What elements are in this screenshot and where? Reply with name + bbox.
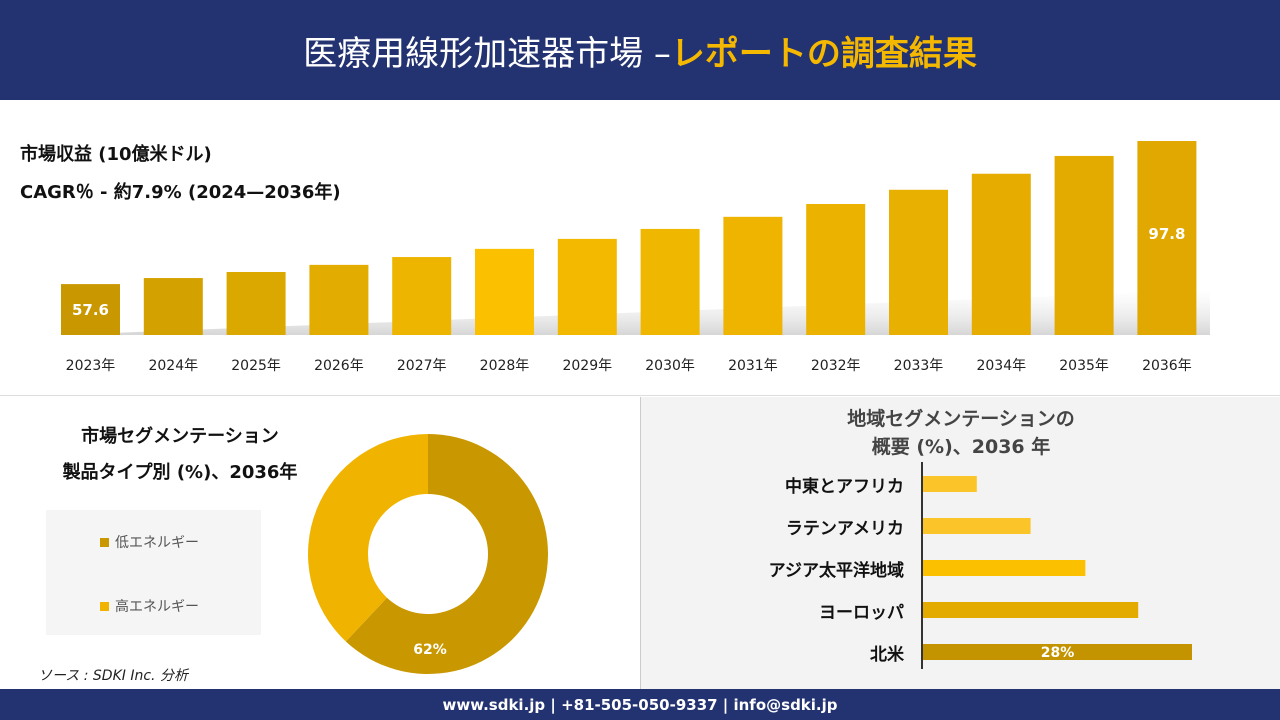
header-banner: 医療用線形加速器市場 – レポートの調査結果 [0, 0, 1280, 100]
region-data-label: 28% [1041, 645, 1075, 661]
donut-legend [46, 510, 261, 635]
year-tick-label: 2027年 [397, 358, 447, 374]
year-tick-label: 2029年 [562, 358, 612, 374]
region-subtitle: 概要 (%)、2036 年 [871, 436, 1051, 458]
revenue-bar [557, 238, 617, 335]
year-tick-label: 2036年 [1142, 358, 1192, 374]
product-segmentation-section: 市場セグメンテーション 製品タイプ別 (%)、2036年 低エネルギー 高エネル… [0, 397, 640, 689]
legend-label: 高エネルギー [115, 599, 199, 615]
year-tick-label: 2034年 [976, 358, 1026, 374]
donut-title: 市場セグメンテーション [81, 426, 279, 447]
region-label: ヨーロッパ [819, 603, 904, 623]
year-tick-label: 2024年 [148, 358, 198, 374]
region-bar [923, 560, 1086, 576]
legend-swatch [100, 537, 109, 547]
legend-item-high-energy: 高エネルギー [100, 596, 199, 616]
donut-subtitle: 製品タイプ別 (%)、2036年 [62, 462, 298, 483]
region-label: 北米 [870, 645, 904, 665]
title-main: 医療用線形加速器市場 – [303, 33, 671, 74]
regional-segmentation-section: 地域セグメンテーションの 概要 (%)、2036 年 28% 中東とアフリカ ラテ… [640, 397, 1280, 689]
year-tick-label: 2035年 [1059, 358, 1109, 374]
year-tick-label: 2033年 [894, 358, 944, 374]
year-tick-label: 2026年 [314, 358, 364, 374]
legend-label: 低エネルギー [115, 535, 199, 551]
region-bar [923, 602, 1139, 618]
revenue-bar [723, 216, 783, 335]
revenue-bar [61, 284, 120, 335]
region-label: ラテンアメリカ [785, 519, 904, 539]
year-tick-label: 2023年 [66, 358, 116, 374]
revenue-title: 市場収益 (10億米ドル) [20, 144, 212, 165]
bar-data-label: 97.8 [1148, 225, 1185, 243]
donut-data-label: 62% [413, 642, 447, 658]
year-tick-label: 2030年 [645, 358, 695, 374]
revenue-bar-chart: 2023年 57.6 2024年 2025年 2026年 2027年 2028年 2029年 2… [60, 141, 1210, 374]
revenue-bar [1054, 155, 1114, 335]
region-label: 中東とアフリカ [785, 477, 904, 497]
revenue-bar [971, 173, 1031, 335]
revenue-bar [640, 228, 700, 335]
bar-data-label: 57.6 [72, 301, 109, 319]
revenue-bar [309, 264, 369, 335]
region-label: アジア太平洋地域 [768, 561, 904, 581]
region-bar [923, 476, 977, 492]
revenue-bar [806, 204, 866, 335]
revenue-bar [1137, 141, 1197, 335]
revenue-section: 2023年 57.6 2024年 2025年 2026年 2027年 2028年 2029年 2… [0, 100, 1280, 396]
donut-slice [345, 434, 548, 674]
footer-contact: www.sdki.jp | +81-505-050-9337 | info@sd… [0, 689, 1280, 720]
cagr-subtitle: CAGR％ - 約7.9% (2024—2036年) [20, 182, 341, 203]
revenue-bar [143, 278, 203, 335]
legend-item-low-energy: 低エネルギー [100, 532, 199, 552]
revenue-bar [889, 189, 948, 335]
region-bar [923, 518, 1031, 534]
revenue-bar [226, 271, 286, 335]
region-title: 地域セグメンテーションの [847, 408, 1075, 430]
year-tick-label: 2031年 [728, 358, 778, 374]
region-bar-chart: 28% [921, 462, 1192, 669]
year-tick-label: 2032年 [811, 358, 861, 374]
region-bar [923, 644, 1192, 660]
donut-chart: 62% [307, 434, 548, 674]
year-tick-label: 2025年 [231, 358, 281, 374]
revenue-bar [475, 248, 534, 335]
donut-slice [307, 434, 428, 642]
title-accent: レポートの調査結果 [670, 33, 977, 74]
source-note: ソース : SDKI Inc. 分析 [38, 668, 188, 684]
year-tick-label: 2028年 [480, 358, 530, 374]
revenue-bar [392, 257, 452, 335]
legend-swatch [100, 601, 109, 611]
